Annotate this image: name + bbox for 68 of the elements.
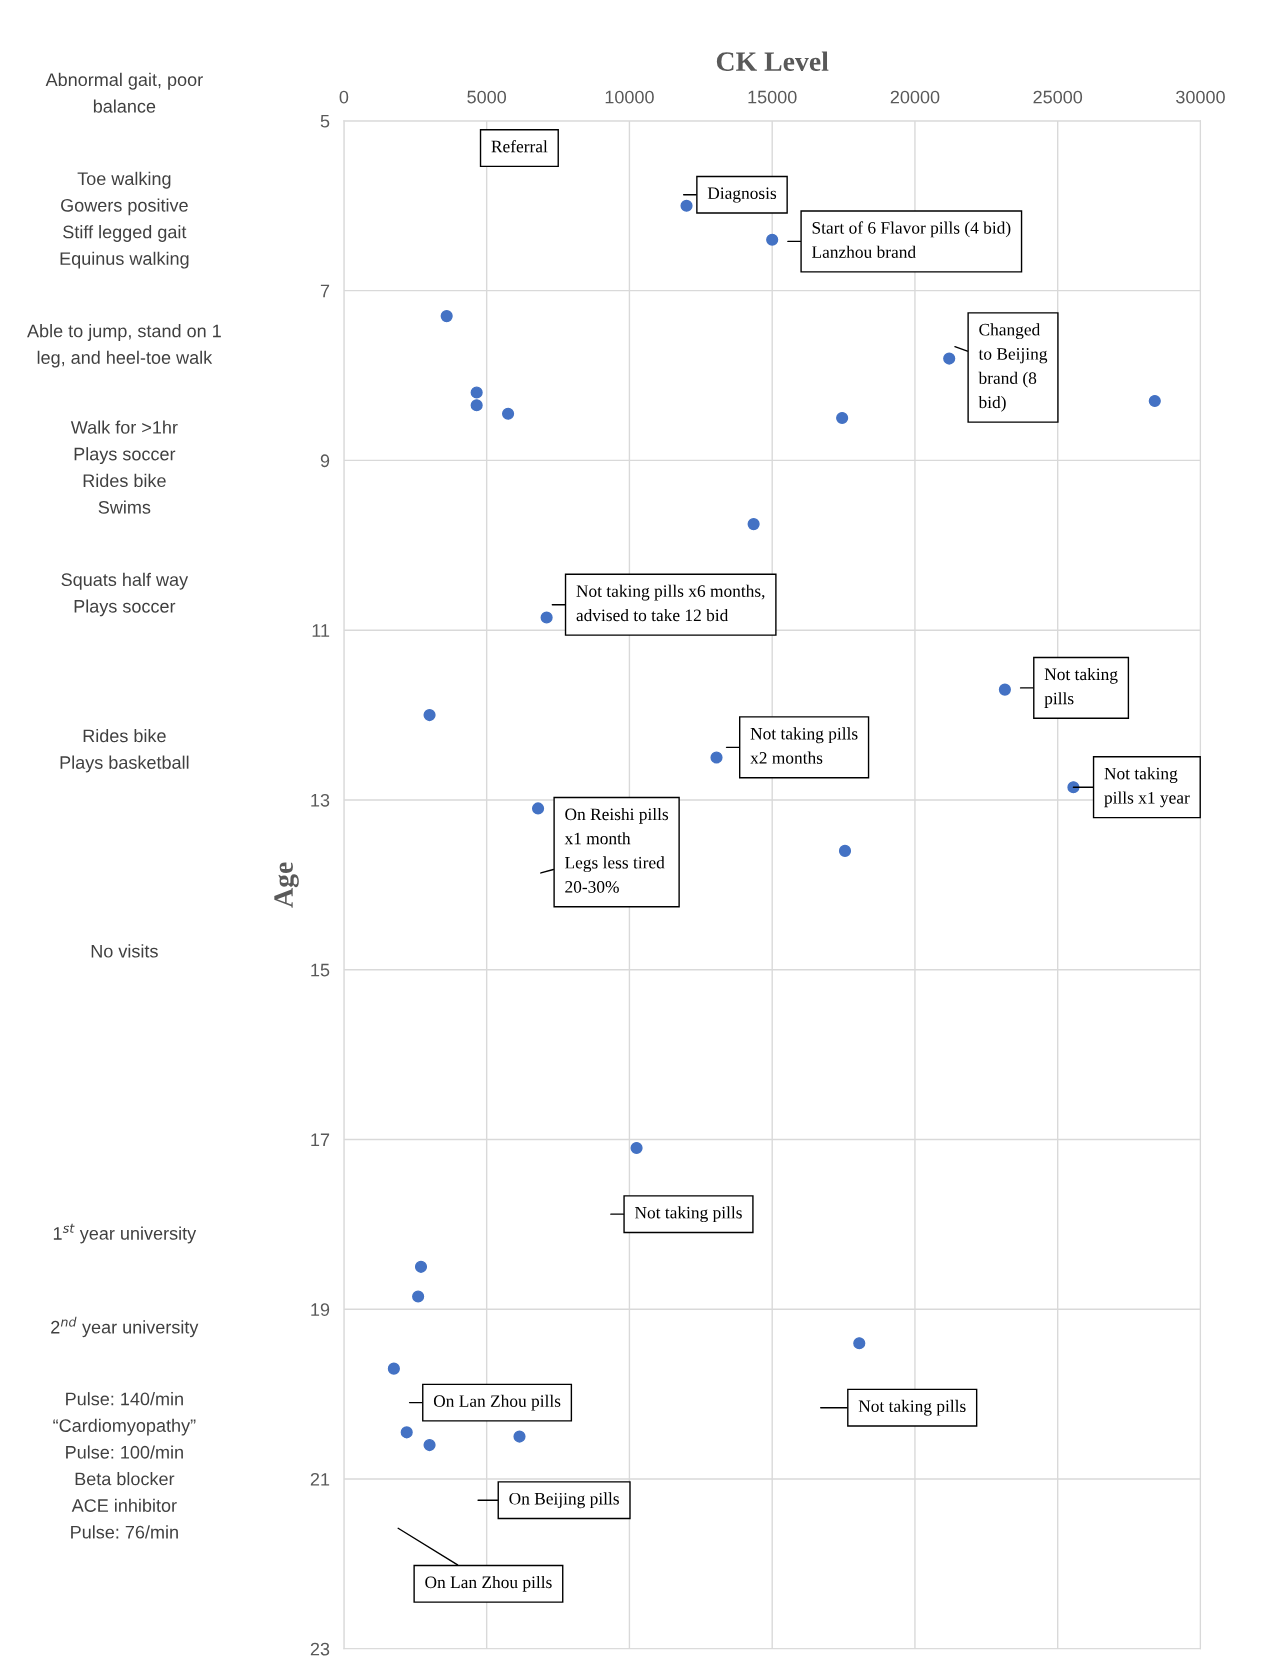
text: Toe walking Gowers positive Stiff legged gait Equinus walking [60, 171, 189, 269]
text: Able to jump, stand on 1 leg, and heel-toe walk [27, 324, 221, 368]
annotation: Referral [491, 140, 548, 153]
y-tick-label: 15 [311, 963, 330, 977]
point [440, 310, 453, 323]
y-tick-label: 17 [311, 1133, 330, 1147]
annotation: Start of 6 Flavor pills (4 bid) Lanzhou brand [812, 221, 1011, 258]
point [630, 1141, 643, 1155]
text: Squats half way Plays soccer [61, 572, 189, 617]
point [423, 1438, 436, 1452]
x-tick-label: 30000 [1176, 90, 1225, 104]
annotation: On Reishi pills x1 month Legs less tired 20-30% [564, 807, 669, 893]
point [710, 751, 723, 764]
point [943, 352, 956, 365]
annotation: Not taking pills [858, 1399, 966, 1416]
point [470, 399, 483, 412]
point [387, 1362, 400, 1375]
x-axis-title: CK Level [716, 51, 829, 71]
y-tick-label: 9 [320, 454, 330, 468]
annotation: Not taking pills x2 months [750, 727, 858, 764]
annotation: Not taking pills [1044, 667, 1118, 708]
point [412, 1290, 425, 1303]
x-tick-label: 5000 [467, 90, 507, 104]
annotation: Not taking pills [634, 1206, 742, 1223]
y-tick-label: 7 [320, 284, 330, 298]
text: 2$^{nd}$ year university [51, 1316, 199, 1338]
point [502, 407, 515, 420]
point [531, 802, 545, 815]
annotation: On Lan Zhou pills [433, 1394, 561, 1411]
point [836, 411, 849, 425]
annotation: Diagnosis [707, 187, 777, 203]
point [747, 518, 760, 531]
point [680, 199, 693, 212]
text: No visits [91, 944, 158, 958]
point [1067, 781, 1080, 794]
x-tick-label: 20000 [890, 90, 940, 104]
point [414, 1260, 428, 1273]
point [998, 683, 1011, 696]
text: 1$^{st}$ year university [53, 1223, 197, 1244]
y-tick-label: 11 [312, 624, 330, 637]
point [1148, 394, 1161, 408]
point [838, 844, 852, 857]
annotation: Changed to Beijing brand (8 bid) [978, 323, 1048, 412]
point [400, 1426, 413, 1439]
text: Rides bike Plays basketball [60, 728, 189, 773]
annotation: On Beijing pills [509, 1492, 619, 1509]
y-axis-title: Age [274, 862, 299, 908]
annotation: Not taking pills x6 months, advised to take 12 bid [576, 584, 765, 622]
point [766, 233, 779, 246]
y-tick-label: 13 [311, 793, 330, 807]
y-tick-label: 19 [311, 1303, 330, 1316]
point [540, 611, 553, 624]
x-tick-label: 15000 [748, 90, 797, 104]
text: Abnormal gait, poor balance [45, 72, 203, 113]
text: Pulse: 140/min “Cardiomyopathy” Pulse: 100/min Beta blocker ACE inhibitor Pulse: 76/min [53, 1392, 196, 1539]
annotation: On Lan Zhou pills [425, 1575, 552, 1592]
text: Walk for >1hr Plays soccer Rides bike Swims [70, 420, 178, 514]
y-tick-label: 5 [320, 115, 330, 128]
point [423, 708, 436, 722]
y-tick-label: 21 [310, 1472, 330, 1486]
point [513, 1430, 526, 1443]
x-tick-label: 25000 [1033, 90, 1083, 104]
point [853, 1337, 866, 1350]
annotation: Not taking pills x1 year [1104, 767, 1190, 808]
point [470, 386, 483, 399]
x-tick-label: 10000 [605, 90, 654, 104]
y-tick-label: 23 [310, 1642, 330, 1656]
x-tick-label: 0 [339, 90, 349, 104]
